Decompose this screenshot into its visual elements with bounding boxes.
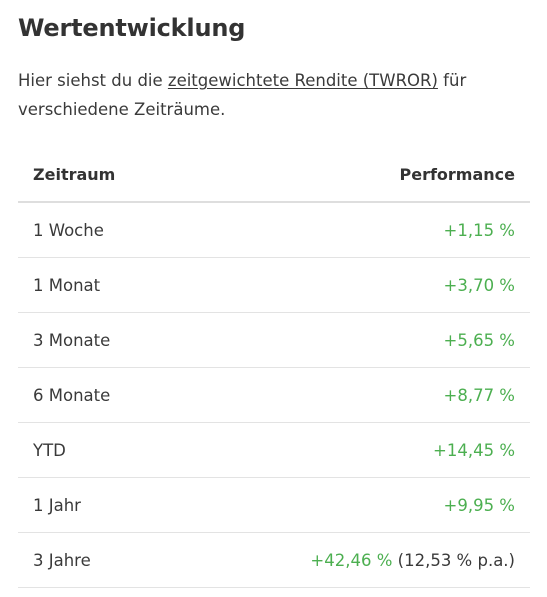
table-row: 3 Monate +5,65 % bbox=[18, 313, 530, 368]
row-performance: +14,45 % bbox=[433, 441, 515, 460]
row-period: 6 Monate bbox=[33, 385, 111, 405]
row-period: 1 Monat bbox=[33, 275, 101, 295]
section-title: Wertentwicklung bbox=[18, 14, 246, 42]
row-period: 3 Jahre bbox=[33, 550, 91, 570]
performance-value: +42,46 % bbox=[310, 550, 393, 570]
performance-value: +1,15 % bbox=[443, 220, 516, 240]
performance-table: Zeitraum Performance 1 Woche +1,15 % 1 M… bbox=[18, 148, 530, 588]
intro-suffix: für verschiedene Zeiträume. bbox=[18, 71, 467, 119]
row-period: 1 Woche bbox=[33, 220, 104, 240]
table-row: 1 Jahr +9,95 % bbox=[18, 478, 530, 533]
performance-value: +9,95 % bbox=[443, 495, 516, 515]
table-row: 1 Woche +1,15 % bbox=[18, 203, 530, 258]
row-period: YTD bbox=[33, 440, 66, 460]
performance-value: +14,45 % bbox=[433, 440, 515, 460]
table-row: 1 Monat +3,70 % bbox=[18, 258, 530, 313]
performance-value: +3,70 % bbox=[443, 275, 516, 295]
table-row: 6 Monate +8,77 % bbox=[18, 368, 530, 423]
row-period: 1 Jahr bbox=[33, 495, 81, 515]
performance-value: +8,77 % bbox=[443, 385, 516, 405]
annualized-value: (12,53 % p.a.) bbox=[397, 550, 515, 570]
row-performance: +9,95 % bbox=[444, 496, 516, 515]
table-row: 3 Jahre +42,46 % (12,53 % p.a.) bbox=[18, 533, 530, 588]
intro-prefix: Hier siehst du die bbox=[18, 71, 168, 90]
header-period: Zeitraum bbox=[33, 165, 116, 184]
twror-link[interactable]: zeitgewichtete Rendite (TWROR) bbox=[167, 71, 438, 90]
row-performance: +8,77 % bbox=[444, 386, 516, 405]
performance-value: +5,65 % bbox=[443, 330, 516, 350]
intro-text: Hier siehst du die zeitgewichtete Rendit… bbox=[18, 66, 518, 124]
header-performance: Performance bbox=[399, 165, 515, 184]
row-performance: +5,65 % bbox=[444, 331, 516, 350]
row-performance: +42,46 % (12,53 % p.a.) bbox=[310, 551, 515, 570]
row-performance: +3,70 % bbox=[444, 276, 516, 295]
table-header: Zeitraum Performance bbox=[18, 148, 530, 203]
row-period: 3 Monate bbox=[33, 330, 111, 350]
table-row: YTD +14,45 % bbox=[18, 423, 530, 478]
row-performance: +1,15 % bbox=[444, 221, 516, 240]
